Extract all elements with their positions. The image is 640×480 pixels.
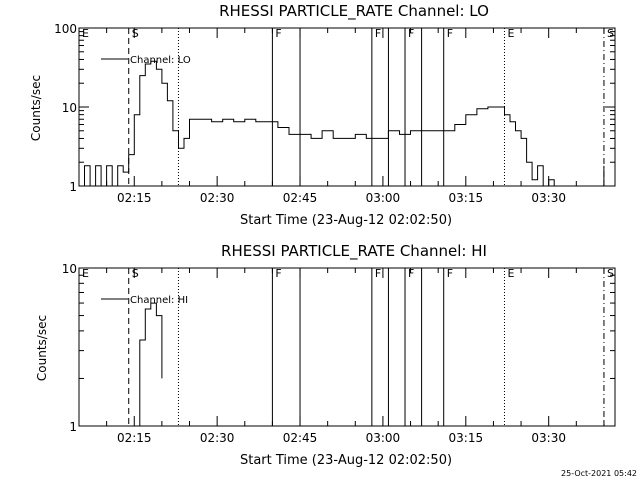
event-marker-label-hi-11: S (607, 267, 614, 280)
x-tick-label-lo-2: 02:45 (283, 191, 318, 205)
event-marker-label-hi-7: F (408, 267, 414, 280)
legend-label-hi: Channel: HI (130, 295, 188, 306)
x-axis-label-hi: Start Time (23-Aug-12 02:02:50) (240, 453, 452, 468)
y-tick-label-lo-0: 1 (69, 180, 77, 194)
y-tick-label-hi-1: 10 (62, 262, 77, 276)
series-group-lo (79, 60, 605, 187)
event-marker-label-lo-0: E (82, 27, 89, 40)
event-marker-label-hi-9: F (447, 267, 453, 280)
x-axis-ticks-hi: 02:15 02:30 02:45 03:00 03:15 03:30 (78, 268, 605, 445)
y-axis-ticks-lo: 1 10 100 (54, 22, 615, 194)
x-tick-label-hi-4: 03:15 (449, 431, 484, 445)
y-tick-label-lo-2: 100 (54, 22, 77, 36)
x-tick-label-lo-3: 03:00 (366, 191, 401, 205)
event-marker-label-lo-1: S (132, 27, 139, 40)
event-marker-label-hi-0: E (82, 267, 89, 280)
y-axis-ticks-hi: 1 10 (62, 262, 615, 434)
x-tick-label-lo-4: 03:15 (449, 191, 484, 205)
chart-title-hi: RHESSI PARTICLE_RATE Channel: HI (221, 242, 487, 261)
x-tick-label-lo-1: 02:30 (200, 191, 235, 205)
event-marker-label-lo-9: F (447, 27, 453, 40)
chart-title-lo: RHESSI PARTICLE_RATE Channel: LO (219, 2, 489, 21)
plot-frame-hi (78, 267, 616, 427)
x-axis-ticks-lo: 02:15 02:30 02:45 03:00 03:15 03:30 (78, 28, 605, 205)
legend-hi: Channel: HI (101, 295, 188, 306)
x-tick-label-hi-0: 02:15 (117, 431, 152, 445)
chart-panel-lo: RHESSI PARTICLE_RATE Channel: LO Start T… (29, 2, 616, 228)
chart-panel-hi: RHESSI PARTICLE_RATE Channel: HI Start T… (35, 242, 616, 468)
event-marker-label-lo-10: E (507, 27, 514, 40)
x-tick-label-hi-2: 02:45 (283, 431, 318, 445)
plot-frame-lo (78, 27, 616, 187)
event-marker-label-lo-5: F (375, 27, 381, 40)
legend-label-lo: Channel: LO (130, 55, 191, 66)
y-tick-label-lo-1: 10 (62, 101, 77, 115)
x-tick-label-hi-1: 02:30 (200, 431, 235, 445)
event-marker-label-hi-1: S (132, 267, 139, 280)
y-axis-label-lo: Counts/sec (29, 75, 43, 141)
series-line-hi-0 (134, 302, 163, 427)
event-marker-label-lo-3: F (275, 27, 281, 40)
event-marker-label-hi-10: E (507, 267, 514, 280)
y-tick-label-hi-0: 1 (69, 420, 77, 434)
x-tick-label-hi-3: 03:00 (366, 431, 401, 445)
x-axis-label-lo: Start Time (23-Aug-12 02:02:50) (240, 213, 452, 228)
series-group-hi (134, 302, 163, 427)
y-axis-label-hi: Counts/sec (35, 315, 49, 381)
x-tick-label-hi-5: 03:30 (531, 431, 566, 445)
event-marker-label-hi-3: F (275, 267, 281, 280)
event-marker-label-hi-5: F (375, 267, 381, 280)
event-marker-label-lo-7: F (408, 27, 414, 40)
generation-timestamp: 25-Oct-2021 05:42 (561, 469, 637, 478)
x-tick-label-lo-5: 03:30 (531, 191, 566, 205)
event-marker-label-lo-11: S (607, 27, 614, 40)
series-line-lo-0 (79, 60, 605, 187)
legend-lo: Channel: LO (101, 55, 191, 66)
x-tick-label-lo-0: 02:15 (117, 191, 152, 205)
